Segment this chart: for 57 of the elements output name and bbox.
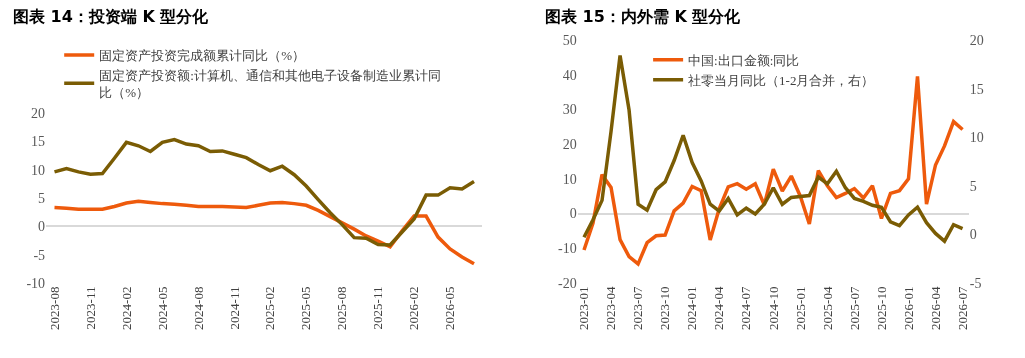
y-tick-label: 15 (31, 134, 46, 150)
chart-title: 图表 15：内外需 K 型分化 (545, 7, 742, 26)
x-tick-label: 2026-02 (406, 286, 422, 330)
y-tick-label: 10 (562, 171, 577, 187)
x-tick-label: 2026-04 (927, 286, 943, 330)
x-tick-label: 2023-01 (576, 286, 592, 330)
x-tick-label: 2024-07 (738, 286, 754, 330)
x-tick-label: 2025-01 (792, 286, 808, 330)
legend-label: 固定资产投资额:计算机、通信和其他电子设备制造业累计同比（%） (99, 67, 441, 100)
line-series (52, 137, 476, 247)
y-tick-label: 5 (38, 190, 46, 206)
y2-tick-label: -5 (969, 275, 982, 291)
x-tick-label: 2023-10 (657, 286, 673, 330)
x-tick-label: 2023-11 (82, 286, 98, 330)
x-tick-label: 2024-11 (226, 286, 242, 330)
legend-label: 固定资产投资完成额累计同比（%） (99, 48, 306, 64)
x-tick-label: 2023-07 (630, 286, 646, 330)
y-tick-label: -10 (558, 241, 577, 257)
x-tick-label: 2025-02 (262, 286, 278, 330)
x-tick-label: 2024-08 (190, 286, 206, 330)
y-tick-label: 0 (569, 206, 577, 222)
y-tick-label: 0 (38, 219, 46, 235)
y-tick-label: 20 (562, 137, 577, 153)
line-series (582, 53, 965, 243)
x-tick-label: 2024-10 (765, 286, 781, 330)
y-tick-label: 20 (31, 105, 46, 121)
x-tick-label: 2023-04 (603, 286, 619, 330)
x-tick-label: 2025-08 (334, 286, 350, 330)
x-tick-label: 2024-01 (684, 286, 700, 330)
y-tick-label: -20 (558, 275, 577, 291)
x-tick-label: 2025-04 (819, 286, 835, 330)
y-tick-label: 10 (31, 162, 46, 178)
y-tick-label: 50 (562, 32, 577, 48)
x-tick-label: 2025-05 (298, 286, 314, 330)
y2-tick-label: 15 (969, 81, 984, 97)
legend-label: 中国:出口金额:同比 (688, 52, 800, 68)
x-tick-label: 2023-08 (46, 286, 62, 330)
chart-title: 图表 14：投资端 K 型分化 (13, 7, 210, 26)
y-tick-label: -5 (33, 247, 46, 263)
y-tick-label: -10 (26, 275, 46, 291)
legend-label: 社零当月同比（1-2月合并，右） (688, 72, 875, 88)
x-tick-label: 2024-04 (711, 286, 727, 330)
y2-tick-label: 20 (969, 32, 984, 48)
x-tick-label: 2025-10 (873, 286, 889, 330)
x-tick-label: 2024-05 (154, 286, 170, 330)
x-tick-label: 2026-05 (442, 286, 458, 330)
x-tick-label: 2026-07 (954, 286, 970, 330)
x-tick-label: 2026-01 (900, 286, 916, 330)
y-tick-label: 30 (562, 102, 577, 118)
y2-tick-label: 0 (969, 227, 977, 243)
x-tick-label: 2025-11 (370, 286, 386, 330)
y-tick-label: 40 (562, 67, 577, 83)
line-series (582, 74, 965, 266)
x-tick-label: 2024-02 (118, 286, 134, 330)
x-tick-label: 2025-07 (846, 286, 862, 330)
y2-tick-label: 10 (969, 130, 984, 146)
y2-tick-label: 5 (969, 178, 977, 194)
